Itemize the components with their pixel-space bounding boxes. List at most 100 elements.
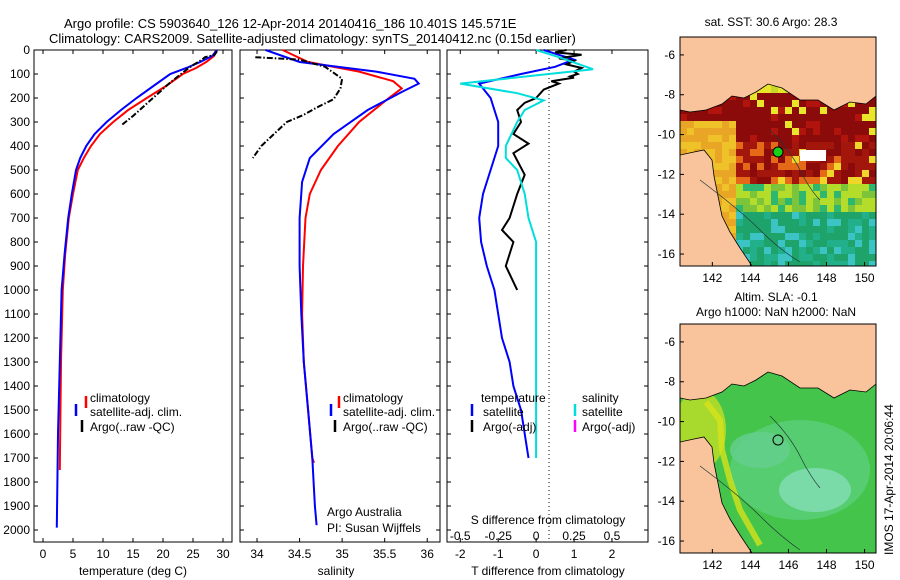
sst-cell bbox=[771, 205, 778, 212]
sst-cell bbox=[764, 198, 771, 205]
sla-map-frame bbox=[679, 323, 877, 554]
sst-map-panel: sat. SST: 30.6 Argo: 28.3 142 144 146 148 15… bbox=[658, 15, 877, 285]
y-tick-label: 1300 bbox=[3, 355, 30, 369]
sst-cell bbox=[827, 205, 834, 212]
sst-cell bbox=[736, 240, 743, 247]
sst-cell bbox=[834, 212, 841, 219]
map-x-tick-label: 150 bbox=[855, 558, 875, 572]
sst-cell bbox=[722, 107, 729, 114]
sst-cell bbox=[848, 240, 855, 247]
sst-cell bbox=[792, 233, 799, 240]
sst-cell bbox=[771, 184, 778, 191]
sst-cell bbox=[757, 226, 764, 233]
y-tick-label: 300 bbox=[10, 115, 30, 129]
sst-cell bbox=[757, 261, 764, 266]
sst-cell bbox=[680, 135, 687, 142]
s-tick-label: 0 bbox=[533, 529, 540, 543]
sst-cell bbox=[799, 177, 806, 184]
sst-cell bbox=[834, 240, 841, 247]
sst-cell bbox=[869, 114, 876, 121]
sst-cell bbox=[820, 226, 827, 233]
sst-cell bbox=[764, 205, 771, 212]
sst-cell bbox=[806, 142, 813, 149]
sst-cell bbox=[862, 233, 869, 240]
sst-cell bbox=[799, 240, 806, 247]
sst-cell bbox=[862, 226, 869, 233]
sst-cell bbox=[862, 128, 869, 135]
sst-cell bbox=[729, 198, 736, 205]
map-y-tick-label: -16 bbox=[658, 247, 676, 261]
sst-cell bbox=[750, 240, 757, 247]
land-cape-york bbox=[680, 149, 753, 266]
temperature-legend: climatology satellite-adj. clim. Argo(..… bbox=[74, 391, 182, 434]
sst-cell bbox=[862, 107, 869, 114]
sst-cell bbox=[848, 226, 855, 233]
sst-cell bbox=[743, 163, 750, 170]
sst-cell bbox=[757, 212, 764, 219]
sst-cell bbox=[841, 226, 848, 233]
sst-cell bbox=[855, 198, 862, 205]
sst-cell bbox=[757, 240, 764, 247]
sst-cell bbox=[785, 212, 792, 219]
y-tick-label: 200 bbox=[10, 91, 30, 105]
sst-cell bbox=[750, 121, 757, 128]
sst-cell bbox=[834, 114, 841, 121]
temperature-series bbox=[55, 49, 218, 528]
sst-cell bbox=[862, 191, 869, 198]
sst-cell bbox=[736, 142, 743, 149]
sst-cell bbox=[771, 86, 778, 93]
sst-cell bbox=[855, 254, 862, 261]
sst-cell bbox=[855, 121, 862, 128]
sst-cell bbox=[806, 177, 813, 184]
sst-cell bbox=[792, 247, 799, 254]
sst-cell bbox=[771, 219, 778, 226]
imos-credit: IMOS 17-Apr-2014 20:06:44 bbox=[882, 404, 896, 555]
sst-cell bbox=[792, 184, 799, 191]
sst-cell bbox=[848, 198, 855, 205]
sst-cell bbox=[806, 226, 813, 233]
sst-cell bbox=[827, 233, 834, 240]
sla-map-title: Altim. SLA: -0.1 bbox=[734, 290, 818, 304]
y-tick-label: 1900 bbox=[3, 499, 30, 513]
sst-cell bbox=[806, 254, 813, 261]
sst-cell bbox=[792, 170, 799, 177]
sst-cell bbox=[820, 184, 827, 191]
temperature-panel: 0100200300400500600700800900100011001200… bbox=[3, 43, 233, 578]
sst-cell bbox=[827, 219, 834, 226]
sst-cell bbox=[869, 170, 876, 177]
sst-cell bbox=[799, 212, 806, 219]
sst-cell bbox=[834, 177, 841, 184]
sst-cell bbox=[855, 100, 862, 107]
sst-cell bbox=[869, 233, 876, 240]
sst-cell bbox=[708, 121, 715, 128]
sst-cell bbox=[869, 254, 876, 261]
sst-cell bbox=[806, 205, 813, 212]
legend-label-satellite: satellite-adj. clim. bbox=[343, 405, 435, 419]
depth-axis: 0 100 200 300 400 500 600 700 800 900 1000 1100 1200… bbox=[3, 43, 38, 537]
sst-cell bbox=[848, 261, 855, 266]
sst-cell bbox=[862, 254, 869, 261]
sst-cell bbox=[806, 163, 813, 170]
sst-cell bbox=[743, 114, 750, 121]
sst-cell bbox=[862, 177, 869, 184]
y-tick-label: 1800 bbox=[3, 475, 30, 489]
sst-cell bbox=[862, 184, 869, 191]
sst-cell bbox=[778, 219, 785, 226]
sst-cell bbox=[764, 219, 771, 226]
sst-cell bbox=[778, 100, 785, 107]
map-y-tick-label: -6 bbox=[664, 48, 675, 62]
sst-cell bbox=[820, 247, 827, 254]
salinity-legend: climatology satellite-adj. clim. Argo(..… bbox=[329, 391, 435, 434]
y-tick-label: 2000 bbox=[3, 523, 30, 537]
sst-cell bbox=[813, 219, 820, 226]
sst-cell bbox=[764, 233, 771, 240]
sst-cell bbox=[855, 135, 862, 142]
sst-cell bbox=[778, 226, 785, 233]
sst-cell bbox=[701, 114, 708, 121]
sst-cell bbox=[848, 170, 855, 177]
sst-cell bbox=[841, 107, 848, 114]
sst-cell bbox=[778, 261, 785, 266]
sst-cell bbox=[715, 142, 722, 149]
sst-cell bbox=[778, 86, 785, 93]
sst-cell bbox=[743, 128, 750, 135]
